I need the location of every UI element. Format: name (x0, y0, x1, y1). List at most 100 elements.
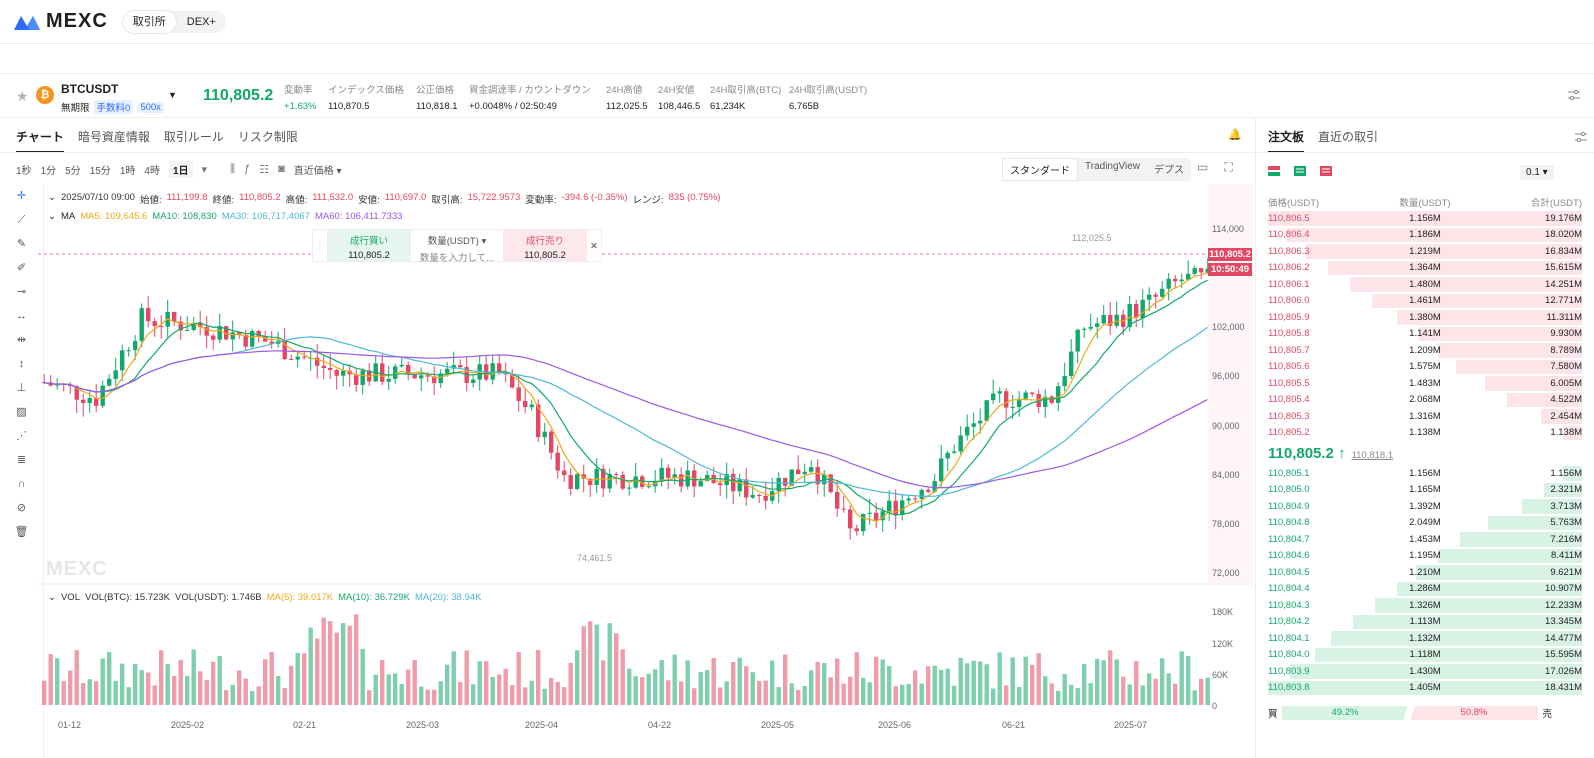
ask-row[interactable]: 110,806.2 1.364M 15.615M (1268, 260, 1582, 277)
candle-type-icon[interactable]: ⫼ (230, 162, 236, 175)
tab-exchange[interactable]: 取引所 (121, 9, 177, 34)
hide-icon[interactable]: ⊘ (16, 502, 27, 514)
tab-orderbook[interactable]: 注文板 (1268, 128, 1305, 153)
candle-body (126, 350, 131, 352)
camera-icon[interactable]: ◙ (278, 163, 285, 175)
book-bids-icon[interactable] (1294, 166, 1306, 176)
ask-row[interactable]: 110,805.5 1.483M 6.005M (1268, 375, 1582, 392)
price-chart[interactable] (38, 184, 1253, 758)
bid-row[interactable]: 110,804.0 1.118M 15.595M (1268, 647, 1582, 664)
bell-icon[interactable]: 🔔 (1228, 129, 1242, 141)
bid-row[interactable]: 110,804.6 1.195M 8.411M (1268, 548, 1582, 565)
market-sell-button[interactable]: 成行売り 110,805.2 (503, 230, 587, 261)
close-icon[interactable]: ✕ (590, 241, 598, 252)
indicator-icon[interactable]: ƒ (244, 163, 251, 175)
drag-handle-icon[interactable]: ⋮ (315, 241, 325, 252)
bid-row[interactable]: 110,804.4 1.286M 10.907M (1268, 581, 1582, 598)
ask-row[interactable]: 110,806.3 1.219M 16.834M (1268, 243, 1582, 260)
ask-row[interactable]: 110,805.7 1.209M 8.789M (1268, 342, 1582, 359)
trash-icon[interactable]: 🗑 (14, 526, 29, 538)
bid-row[interactable]: 110,803.9 1.430M 17.026M (1268, 663, 1582, 680)
parallel-line-icon[interactable]: ⇹ (16, 334, 27, 346)
bid-row[interactable]: 110,804.9 1.392M 3.713M (1268, 498, 1582, 515)
text-icon[interactable]: ≣ (16, 454, 27, 466)
ask-row[interactable]: 110,805.4 2.068M 4.522M (1268, 392, 1582, 409)
candle-body (458, 365, 463, 368)
mexc-logo[interactable]: MEXC (14, 10, 108, 33)
quantity-input[interactable]: 数量(USDT) ▾ 数量を入力して... (419, 236, 495, 264)
ask-row[interactable]: 110,805.6 1.575M 7.580M (1268, 359, 1582, 376)
horizontal-line-icon[interactable]: ⊸ (16, 286, 27, 298)
vertical-line-icon[interactable]: ↕ (18, 358, 25, 370)
tab-trading-rules[interactable]: 取引ルール (163, 130, 224, 144)
pen-icon[interactable]: ✐ (16, 262, 27, 274)
symbol-name[interactable]: BTCUSDT (61, 82, 119, 96)
market-buy-button[interactable]: 成行買い 110,805.2 (327, 230, 411, 261)
tf-15m[interactable]: 15分 (89, 165, 111, 177)
tf-4h[interactable]: 4時 (144, 165, 160, 177)
watermark: MEXC (46, 558, 108, 580)
ask-row[interactable]: 110,806.1 1.480M 14.251M (1268, 276, 1582, 293)
tf-1m[interactable]: 1分 (40, 165, 57, 177)
trend-line-icon[interactable]: ⟋ (17, 214, 26, 226)
bid-row[interactable]: 110,804.7 1.453M 7.216M (1268, 531, 1582, 548)
bid-row[interactable]: 110,804.2 1.113M 13.345M (1268, 614, 1582, 631)
total-cell: 9.930M (1550, 328, 1583, 340)
precision-select[interactable]: 0.1 ▾ (1520, 165, 1554, 180)
favorite-star-icon[interactable]: ★ (16, 88, 29, 104)
tf-1d[interactable]: 1日 (168, 160, 193, 178)
view-standard[interactable]: スタンダード (1002, 158, 1078, 181)
bid-row[interactable]: 110,805.0 1.165M 2.321M (1268, 482, 1582, 499)
candle-body (100, 385, 105, 406)
tab-risk-limit[interactable]: リスク制限 (237, 130, 298, 144)
brush-icon[interactable]: ✎ (16, 238, 27, 250)
tab-crypto-info[interactable]: 暗号資産情報 (77, 130, 150, 144)
ray-icon[interactable]: ↔ (16, 310, 27, 322)
fib-icon[interactable]: ⋰ (16, 430, 27, 442)
tf-1h[interactable]: 1時 (119, 165, 136, 177)
ask-row[interactable]: 110,805.8 1.141M 9.930M (1268, 326, 1582, 343)
tab-recent-trades[interactable]: 直近の取引 (1318, 130, 1379, 144)
magnet-icon[interactable]: ∩ (17, 478, 26, 490)
total-cell: 1.138M (1550, 427, 1583, 439)
channel-icon[interactable]: ▨ (16, 406, 27, 418)
settings-icon[interactable] (1568, 90, 1580, 100)
volume-bar (399, 684, 404, 705)
collapse-icon[interactable]: ⌄ (48, 192, 56, 203)
crosshair-icon[interactable]: ✛ (16, 190, 27, 202)
bid-row[interactable]: 110,804.5 1.210M 9.621M (1268, 564, 1582, 581)
ask-row[interactable]: 110,805.9 1.380M 11.311M (1268, 309, 1582, 326)
bid-row[interactable]: 110,803.8 1.405M 18.431M (1268, 680, 1582, 697)
ask-row[interactable]: 110,806.0 1.461M 12.771M (1268, 293, 1582, 310)
settings-icon[interactable] (1575, 132, 1587, 142)
tf-1s[interactable]: 1秒 (16, 165, 32, 177)
price-type-select[interactable]: 直近価格 ▾ (293, 165, 342, 177)
ask-row[interactable]: 110,805.3 1.316M 2.454M (1268, 408, 1582, 425)
bid-row[interactable]: 110,805.1 1.156M 1.156M (1268, 465, 1582, 482)
window-icon[interactable]: ▭ (1197, 160, 1209, 174)
bid-row[interactable]: 110,804.1 1.132M 14.477M (1268, 630, 1582, 647)
tf-dropdown-icon[interactable]: ▾ (201, 163, 208, 176)
tab-chart[interactable]: チャート (16, 128, 64, 153)
tab-dex[interactable]: DEX+ (186, 15, 216, 28)
collapse-icon[interactable]: ⌄ (48, 592, 56, 603)
bid-row[interactable]: 110,804.3 1.326M 12.233M (1268, 597, 1582, 614)
symbol-dropdown-icon[interactable]: ▼ (168, 90, 177, 100)
book-asks-icon[interactable] (1320, 166, 1332, 176)
fullscreen-icon[interactable]: ⛶ (1224, 160, 1233, 174)
collapse-icon[interactable]: ⌄ (48, 211, 56, 222)
view-depth[interactable]: デプス (1154, 165, 1185, 176)
ask-row[interactable]: 110,806.4 1.186M 18.020M (1268, 227, 1582, 244)
view-tradingview[interactable]: TradingView (1085, 161, 1141, 172)
total-cell: 14.251M (1545, 278, 1583, 290)
ruler-icon[interactable]: ⊥ (16, 382, 27, 394)
book-both-icon[interactable] (1268, 166, 1280, 176)
ask-row[interactable]: 110,806.5 1.156M 19.176M (1268, 210, 1582, 227)
stat-funding: 資金調達率 / カウントダウン +0.0048% / 02:50:49 (469, 85, 591, 112)
ask-row[interactable]: 110,805.2 1.138M 1.138M (1268, 425, 1582, 442)
tf-5m[interactable]: 5分 (65, 165, 81, 177)
volume-bar (867, 682, 872, 705)
candle-body (848, 509, 853, 529)
bid-row[interactable]: 110,804.8 2.049M 5.763M (1268, 515, 1582, 532)
layout-icon[interactable]: ☷ (259, 163, 270, 176)
